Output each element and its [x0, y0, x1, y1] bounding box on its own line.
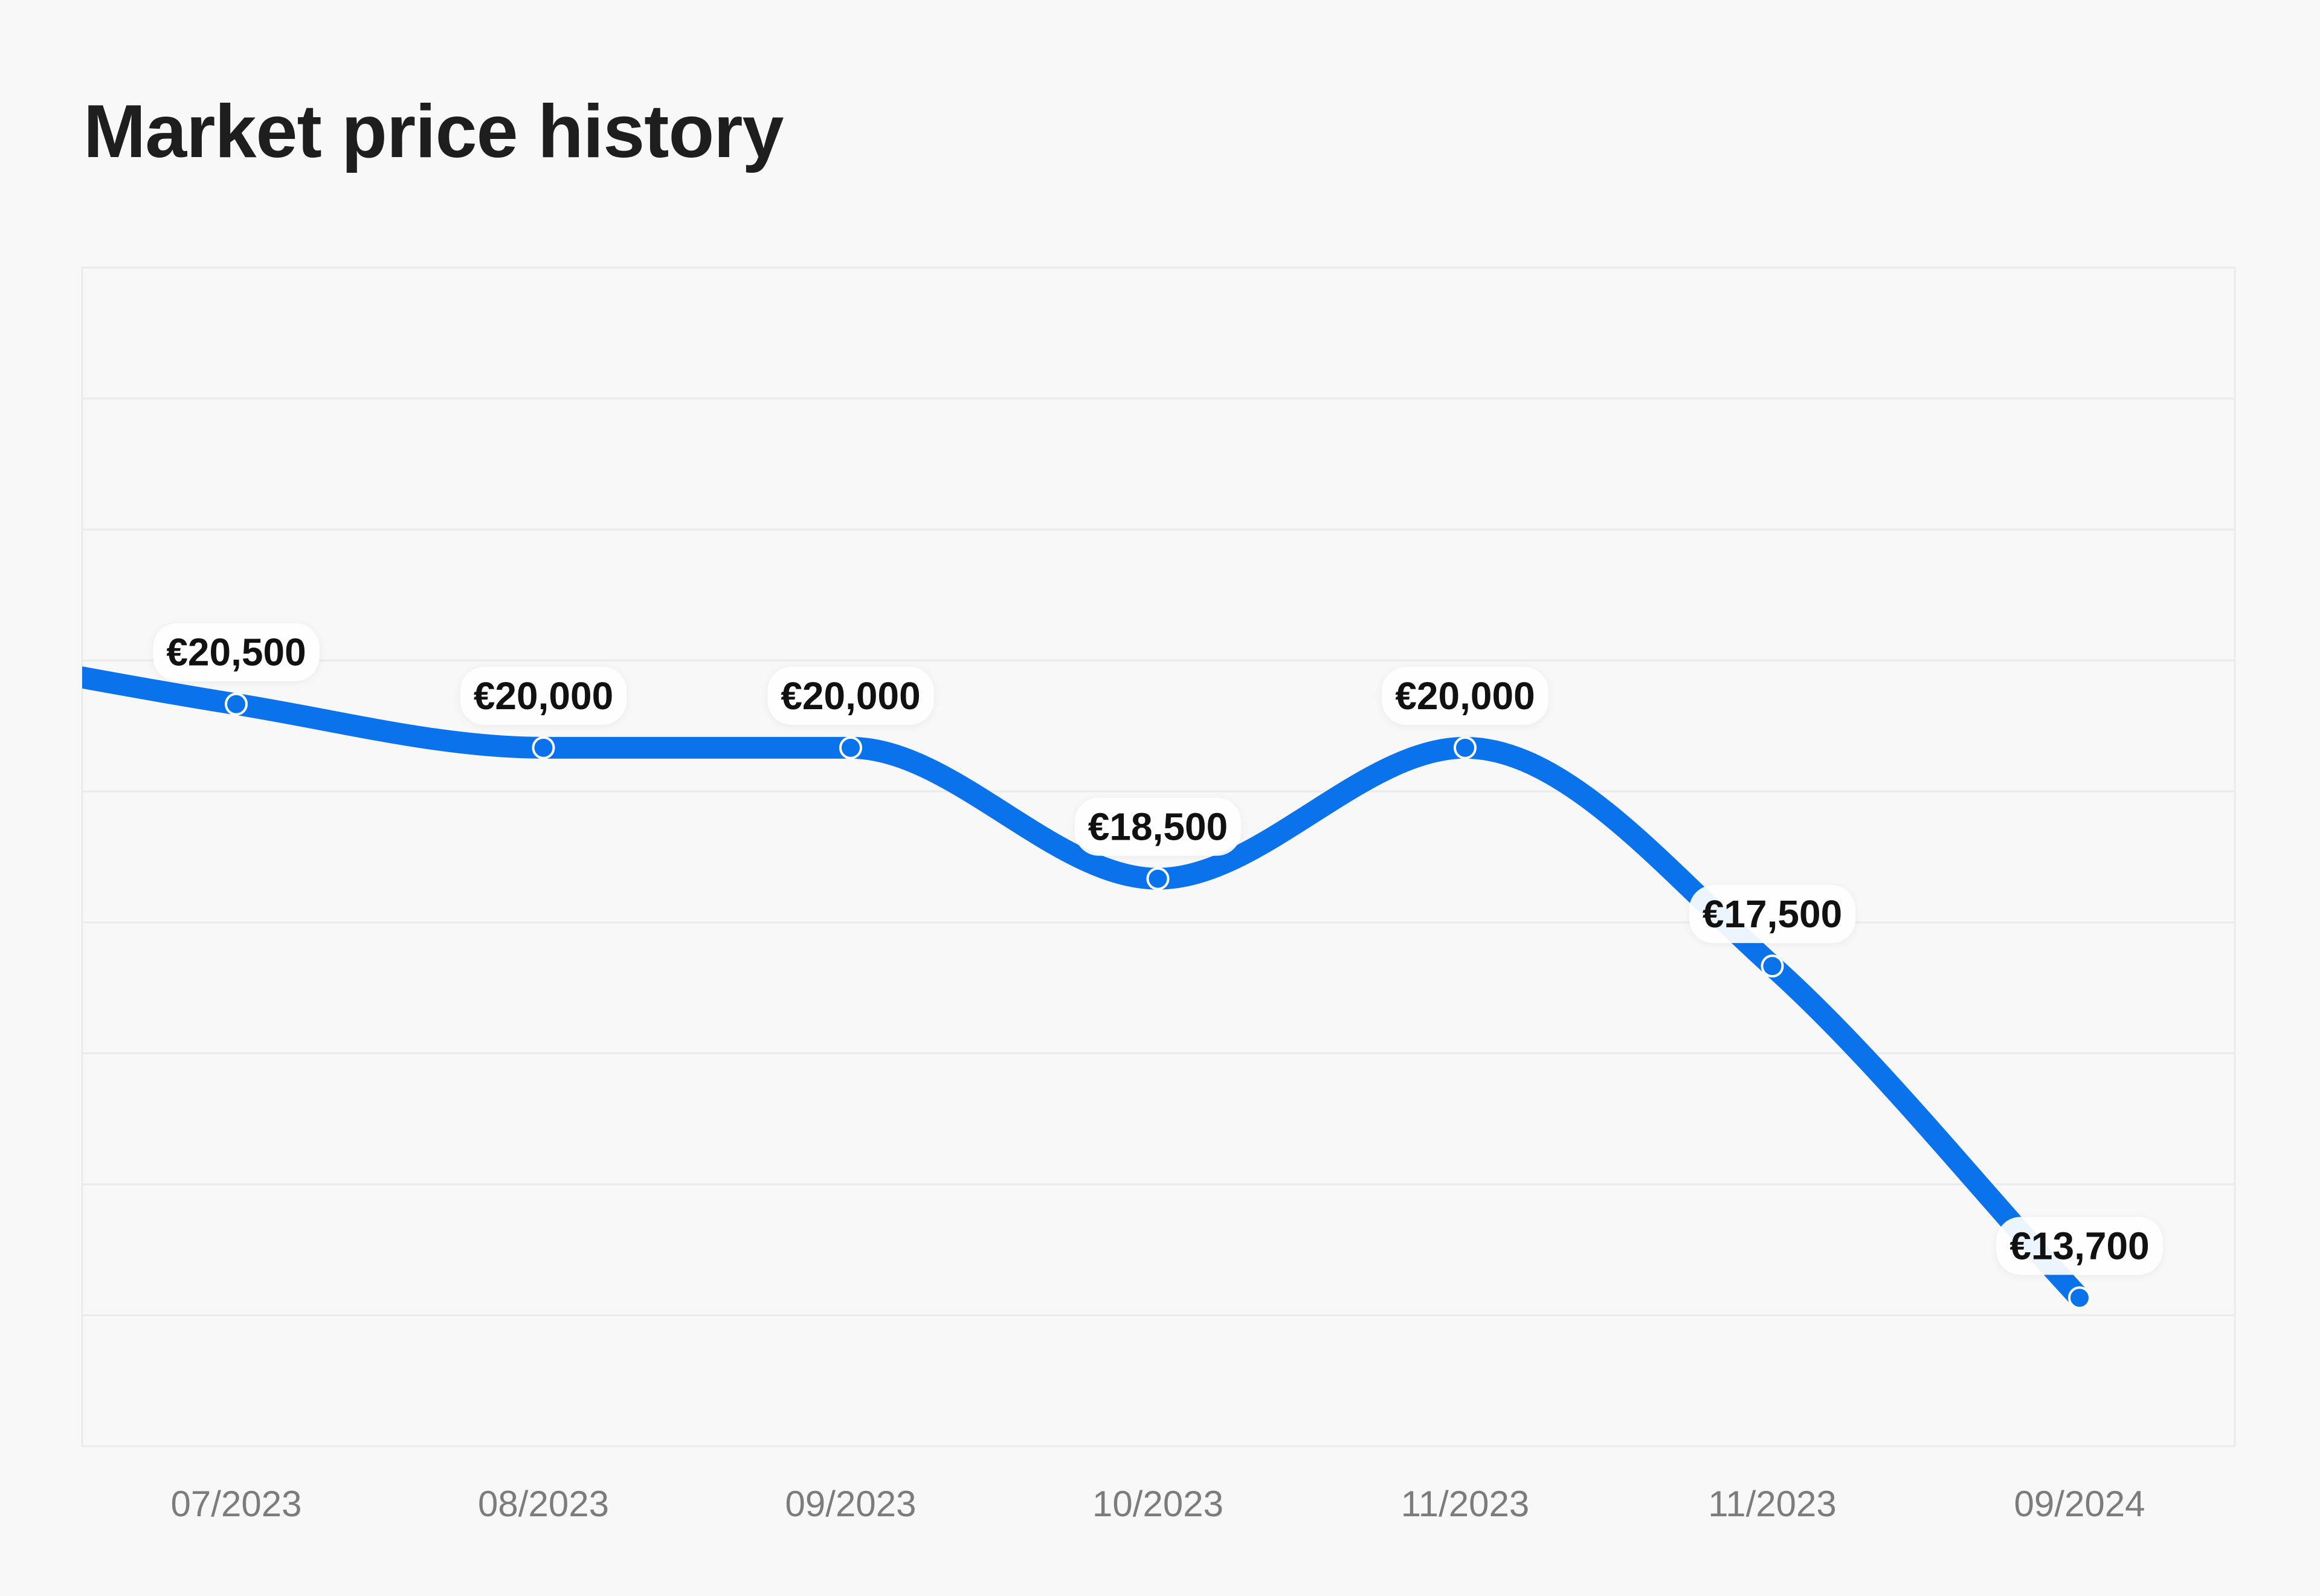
- x-axis-ticks: 07/2023 08/2023 09/2023 10/2023 11/2023 11/20…: [171, 1484, 2145, 1524]
- data-label-text: €18,500: [1088, 805, 1228, 849]
- data-point[interactable]: [225, 692, 248, 716]
- data-label-background: [460, 666, 627, 725]
- data-point[interactable]: [1454, 736, 1477, 759]
- x-tick-label: 11/2023: [1708, 1484, 1836, 1524]
- data-label: €18,500: [1074, 797, 1242, 856]
- page-title: Market price history: [83, 90, 784, 173]
- data-label-text: €17,500: [1703, 892, 1842, 936]
- x-tick-label: 07/2023: [171, 1484, 302, 1524]
- x-tick-label: 11/2023: [1401, 1484, 1529, 1524]
- data-label-background: [1382, 666, 1548, 725]
- gridlines: [82, 397, 2235, 1316]
- data-label: €20,000: [460, 666, 627, 725]
- data-points: [225, 692, 2091, 1310]
- data-label: €17,500: [1689, 885, 1856, 944]
- data-point[interactable]: [1146, 867, 1170, 890]
- data-point[interactable]: [839, 736, 862, 759]
- data-label-background: [767, 666, 934, 725]
- x-tick-label: 09/2023: [785, 1484, 917, 1524]
- data-label: €20,500: [153, 623, 320, 681]
- x-tick-label: 09/2024: [2014, 1484, 2145, 1524]
- data-label-text: €20,000: [474, 674, 613, 718]
- data-labels: €20,500 €20,000 €20,000 €18,500 €20,000 €17,5…: [153, 623, 2163, 1275]
- data-label-background: [153, 623, 320, 681]
- data-label-background: [1074, 797, 1242, 856]
- data-label-background: [1996, 1217, 2163, 1275]
- x-tick-label: 08/2023: [478, 1484, 609, 1524]
- data-label-text: €20,000: [781, 674, 920, 718]
- data-point[interactable]: [2068, 1286, 2091, 1310]
- data-label-text: €20,500: [166, 631, 306, 674]
- data-point[interactable]: [532, 736, 555, 759]
- plot-area: [81, 266, 2236, 1447]
- data-point[interactable]: [1761, 954, 1784, 978]
- data-label: €20,000: [1382, 666, 1548, 725]
- data-label-background: [1689, 885, 1856, 944]
- data-label-text: €20,000: [1395, 674, 1535, 718]
- data-label-text: €13,700: [2009, 1224, 2149, 1267]
- data-label: €13,700: [1996, 1217, 2163, 1275]
- data-label: €20,000: [767, 666, 934, 725]
- x-tick-label: 10/2023: [1092, 1484, 1223, 1524]
